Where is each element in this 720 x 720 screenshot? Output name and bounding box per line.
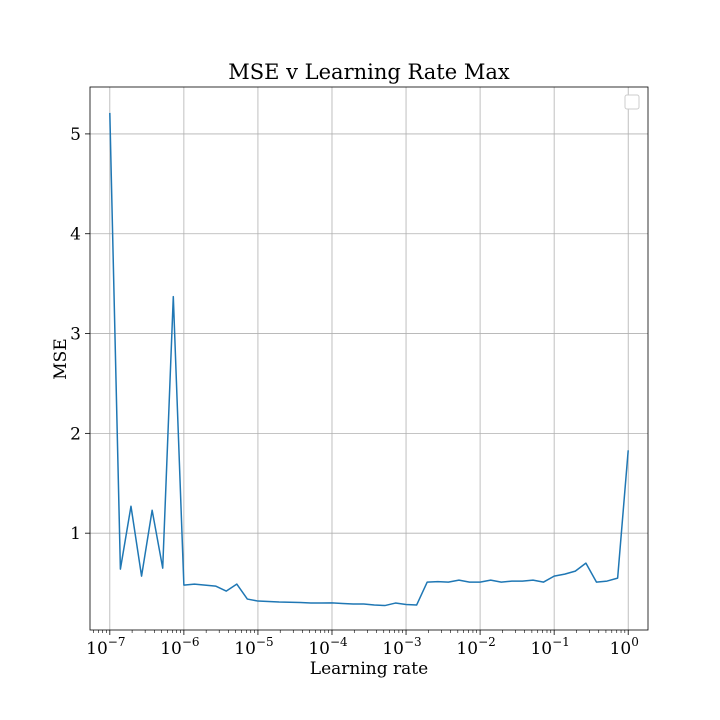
x-tick-label: 10−2 xyxy=(456,635,495,659)
legend-box xyxy=(624,94,640,110)
series-line-0 xyxy=(109,112,629,607)
x-tick-exponent: −5 xyxy=(256,635,274,649)
x-tick-exponent: −7 xyxy=(108,635,126,649)
x-axis-label: Learning rate xyxy=(310,659,428,679)
x-tick-label: 10−1 xyxy=(530,635,569,659)
x-tick-exponent: −3 xyxy=(404,635,422,649)
x-tick-label: 10−6 xyxy=(160,635,199,659)
x-tick-label: 10−5 xyxy=(234,635,273,659)
x-tick-label: 10−3 xyxy=(382,635,421,659)
x-tick-base: 10 xyxy=(530,639,552,659)
y-tick-label: 1 xyxy=(70,524,81,544)
x-tick-base: 10 xyxy=(308,639,330,659)
x-tick-exponent: −6 xyxy=(182,635,200,649)
x-tick-base: 10 xyxy=(456,639,478,659)
x-tick-base: 10 xyxy=(234,639,256,659)
y-tick-label: 4 xyxy=(70,225,81,245)
y-tick-label: 3 xyxy=(70,325,81,345)
plot-frame xyxy=(89,86,649,631)
x-tick-exponent: −2 xyxy=(478,635,496,649)
x-tick-exponent: −1 xyxy=(552,635,570,649)
grid-layer xyxy=(90,87,648,630)
x-tick-base: 10 xyxy=(86,639,108,659)
x-tick-label: 10−7 xyxy=(86,635,125,659)
y-axis-label: MSE xyxy=(51,338,71,379)
series-layer xyxy=(109,112,629,607)
x-tick-base: 10 xyxy=(160,639,182,659)
x-tick-label: 10−4 xyxy=(308,635,348,659)
x-tick-base: 10 xyxy=(610,639,632,659)
chart-title: MSE v Learning Rate Max xyxy=(228,60,510,84)
x-tick-label: 100 xyxy=(610,635,639,659)
y-tick-label: 5 xyxy=(70,125,81,145)
x-tick-base: 10 xyxy=(382,639,404,659)
y-tick-label: 2 xyxy=(70,424,81,444)
x-tick-exponent: −4 xyxy=(330,635,348,649)
x-tick-exponent: 0 xyxy=(631,635,639,649)
